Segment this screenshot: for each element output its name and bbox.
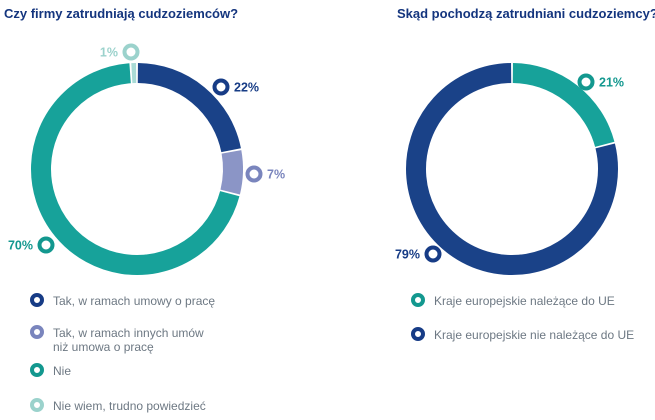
data-label-value: 70% [8, 239, 33, 253]
donut-slice-nie [31, 63, 240, 275]
data-label-right-0: 21% [577, 73, 624, 91]
data-label-left-3: 1% [100, 43, 140, 61]
legend-marker [30, 363, 44, 377]
data-label-marker [245, 165, 263, 183]
data-label-value: 79% [395, 248, 420, 262]
chart-title-right: Skąd pochodzą zatrudniani cudzoziemcy? [397, 6, 655, 21]
donut-slice-tak-w-ramach-innych-umow [220, 150, 243, 195]
legend-item-inne-umowy: Tak, w ramach innych umów niż umowa o pr… [30, 325, 204, 354]
legend-item-ue: Kraje europejskie należące do UE [411, 293, 615, 308]
data-label-right-1: 79% [395, 245, 442, 263]
data-label-left-0: 22% [212, 78, 259, 96]
legend-item-umowa-o-prace: Tak, w ramach umowy o pracę [30, 293, 215, 308]
chart-title-left: Czy firmy zatrudniają cudzoziemców? [4, 6, 239, 21]
data-label-value: 1% [100, 46, 118, 60]
legend-item-nie-wiem: Nie wiem, trudno powiedzieć [30, 398, 206, 413]
legend-label: Nie [53, 364, 72, 378]
legend-item-poza-ue: Kraje europejskie nie należące do UE [411, 327, 634, 342]
legend-label: Kraje europejskie należące do UE [434, 294, 615, 308]
data-label-value: 7% [267, 168, 285, 182]
legend-marker [411, 327, 425, 341]
donut-slice-kraje-europejskie-nie-nalezace-do-ue [406, 63, 618, 275]
legend-label: Kraje europejskie nie należące do UE [434, 328, 635, 342]
data-label-marker [577, 73, 595, 91]
donut-slice-tak-w-ramach-umowy-o-prace [137, 63, 241, 153]
legend-marker [30, 293, 44, 307]
data-label-marker [122, 43, 140, 61]
data-label-left-2: 70% [8, 236, 55, 254]
legend-label: Nie wiem, trudno powiedzieć [53, 399, 206, 413]
legend-marker [30, 398, 44, 412]
legend-marker [30, 325, 44, 339]
data-label-marker [424, 245, 442, 263]
legend-item-nie: Nie [30, 363, 71, 378]
legend-marker [411, 293, 425, 307]
data-label-marker [212, 78, 230, 96]
donut-slice-kraje-europejskie-nalezace-do-ue [512, 63, 615, 148]
data-label-left-1: 7% [245, 165, 285, 183]
data-label-marker [37, 236, 55, 254]
legend-label: Tak, w ramach umowy o pracę [53, 294, 216, 308]
data-label-value: 22% [234, 81, 259, 95]
data-label-value: 21% [599, 76, 624, 90]
legend-label: Tak, w ramach innych umów niż umowa o pr… [53, 326, 204, 354]
